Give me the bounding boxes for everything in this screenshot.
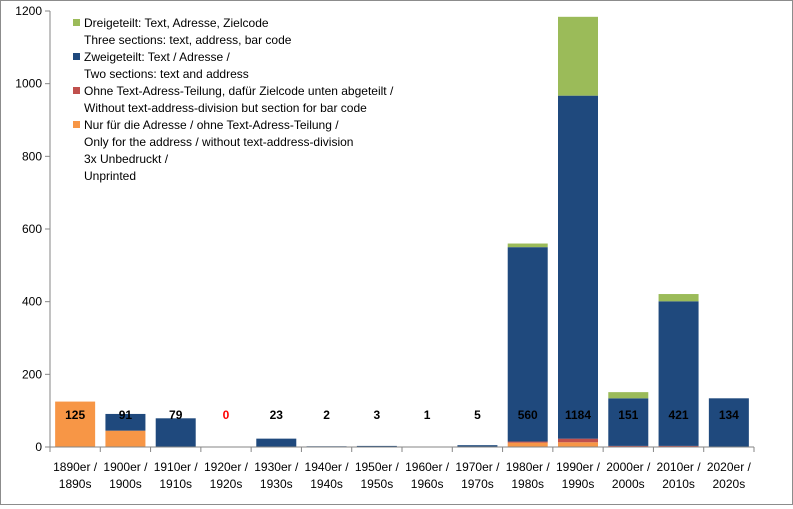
legend: Dreigeteilt: Text, Adresse, Zielcode Thre… — [73, 16, 394, 183]
legend-label: Ohne Text-Adress-Teilung, dafür Zielcode… — [84, 84, 394, 98]
bar-segment-s2-c13 — [709, 398, 749, 447]
bar-segment-s0-c9 — [508, 443, 548, 447]
bar-segment-s2-c4 — [256, 439, 296, 447]
total-label: 134 — [719, 408, 739, 422]
legend-label: Dreigeteilt: Text, Adresse, Zielcode — [84, 16, 269, 30]
x-tick-label: 2020er /2020s — [707, 460, 752, 491]
bar-segment-s2-c12 — [659, 301, 699, 446]
legend-swatch — [73, 19, 80, 26]
legend-swatch — [73, 87, 80, 94]
bars-layer — [55, 17, 749, 447]
legend-swatch — [73, 121, 80, 128]
x-tick-label: 1920er /1920s — [204, 460, 249, 491]
x-tick-label: 1980er /1980s — [506, 460, 551, 491]
total-label: 125 — [65, 408, 85, 422]
total-label: 23 — [270, 408, 284, 422]
bar-segment-s3-c12 — [659, 294, 699, 301]
x-tick-label: 1910er /1910s — [154, 460, 199, 491]
total-label: 0 — [223, 408, 230, 422]
x-tick-label: 1890er /1890s — [53, 460, 98, 491]
bar-segment-s2-c11 — [608, 398, 648, 446]
y-tick-label: 1000 — [15, 77, 42, 91]
y-tick-label: 600 — [22, 222, 42, 236]
total-label: 5 — [474, 408, 481, 422]
legend-note: Unprinted — [84, 169, 136, 183]
y-tick-label: 400 — [22, 295, 42, 309]
x-tick-label: 1900er /1900s — [103, 460, 148, 491]
total-label: 91 — [119, 408, 133, 422]
y-tick-label: 800 — [22, 149, 42, 163]
total-label: 151 — [618, 408, 638, 422]
x-tick-label: 2000er /2000s — [606, 460, 651, 491]
x-tick-label: 1990er /1990s — [556, 460, 601, 491]
bar-segment-s3-c9 — [508, 244, 548, 248]
legend-label: Without text-address-division but sectio… — [84, 101, 367, 115]
bar-segment-s0-c10 — [558, 442, 598, 447]
y-tick-label: 0 — [35, 440, 42, 454]
legend-label: Nur für die Adresse / ohne Text-Adress-T… — [84, 118, 339, 132]
bar-segment-s2-c2 — [156, 418, 196, 447]
total-label: 3 — [374, 408, 381, 422]
x-tick-label: 1960er /1960s — [405, 460, 450, 491]
y-tick-label: 200 — [22, 367, 42, 381]
bar-segment-s3-c10 — [558, 17, 598, 96]
bar-segment-s0-c1 — [105, 431, 145, 447]
total-label: 2 — [323, 408, 330, 422]
total-label: 1184 — [565, 408, 591, 422]
legend-label: Zweigeteilt: Text / Adresse / — [84, 50, 231, 64]
legend-label: Two sections: text and address — [84, 67, 249, 81]
bar-segment-s1-c9 — [508, 442, 548, 443]
bar-segment-s2-c10 — [558, 96, 598, 439]
total-label: 560 — [518, 408, 538, 422]
legend-swatch — [73, 53, 80, 60]
legend-label: Only for the address / without text-addr… — [84, 135, 353, 149]
legend-label: Three sections: text, address, bar code — [84, 33, 292, 47]
legend-note: 3x Unbedruckt / — [84, 152, 169, 166]
total-label: 421 — [669, 408, 689, 422]
x-tick-label: 1940er /1940s — [305, 460, 350, 491]
total-label: 79 — [169, 408, 183, 422]
x-tick-label: 2010er /2010s — [657, 460, 702, 491]
x-tick-label: 1970er /1970s — [455, 460, 500, 491]
y-tick-label: 1200 — [15, 4, 42, 18]
total-label: 1 — [424, 408, 431, 422]
bar-segment-s1-c10 — [558, 439, 598, 443]
x-tick-label: 1950er /1950s — [355, 460, 400, 491]
x-tick-label: 1930er /1930s — [254, 460, 299, 491]
bar-segment-s3-c11 — [608, 392, 648, 398]
